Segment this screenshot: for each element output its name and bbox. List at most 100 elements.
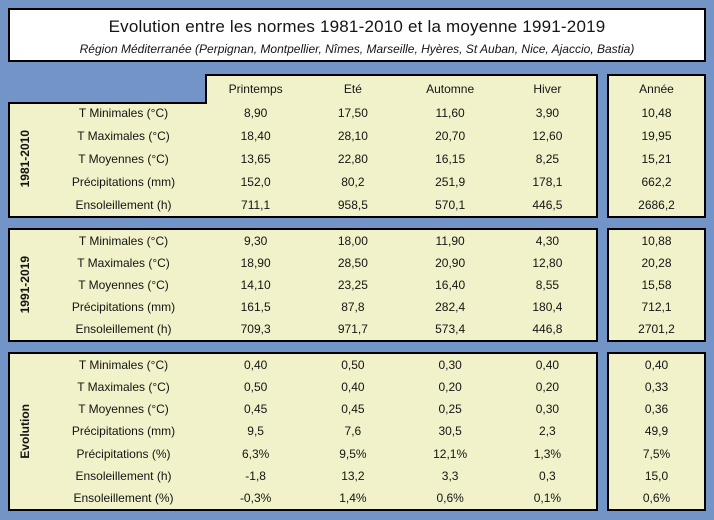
annee-value-cell: 0,36 xyxy=(644,402,669,417)
value-cell: 573,4 xyxy=(435,322,466,336)
row-label: T Maximales (°C) xyxy=(77,256,170,270)
annee-value-cell: 15,21 xyxy=(641,151,672,166)
row-label: T Maximales (°C) xyxy=(77,380,170,395)
value-cell: 709,3 xyxy=(240,322,271,336)
value-cell: 971,7 xyxy=(337,322,368,336)
value-cell: 18,40 xyxy=(240,129,271,144)
value-cell: 17,50 xyxy=(337,106,368,121)
value-cell: 0,25 xyxy=(438,402,462,417)
value-cell: 2,3 xyxy=(539,424,556,439)
value-cell: 8,90 xyxy=(243,106,268,121)
value-cell: 11,60 xyxy=(435,106,465,121)
annee-value-cell: 662,2 xyxy=(641,174,672,189)
page-title: Evolution entre les normes 1981-2010 et … xyxy=(108,17,606,36)
annee-value-cell: 49,9 xyxy=(644,424,669,439)
row-label: Précipitations (mm) xyxy=(71,300,176,314)
value-cell: 0,30 xyxy=(438,358,462,373)
value-cell: 152,0 xyxy=(240,174,271,189)
value-cell: 251,9 xyxy=(435,174,466,189)
value-cell: 3,3 xyxy=(441,468,459,483)
page-subtitle: Région Méditerranée (Perpignan, Montpell… xyxy=(79,42,635,56)
value-cell: 0,40 xyxy=(341,380,365,395)
annee-value-cell: 15,58 xyxy=(641,278,672,292)
section-rows: T Minimales (°C) 0,40 0,50 0,30 0,40 T Maxima… xyxy=(40,354,596,509)
row-label: Ensoleillement (h) xyxy=(75,468,172,483)
title-box: Evolution entre les normes 1981-2010 et … xyxy=(8,8,706,62)
row-label: T Minimales (°C) xyxy=(78,358,169,373)
row-label: T Moyennes (°C) xyxy=(78,151,169,166)
value-cell: 570,1 xyxy=(435,197,466,212)
row-label: Ensoleillement (h) xyxy=(75,322,172,336)
annee-value-cell: 0,40 xyxy=(644,358,669,373)
value-cell: 161,5 xyxy=(240,300,271,314)
value-cell: 80,2 xyxy=(341,174,365,189)
section-period-label: 1991-2019 xyxy=(10,230,40,340)
value-cell: 28,10 xyxy=(337,129,368,144)
value-cell: 9,5% xyxy=(339,446,367,461)
row-label: Précipitations (%) xyxy=(76,446,171,461)
value-cell: 12,1% xyxy=(433,446,468,461)
value-cell: 1,3% xyxy=(533,446,562,461)
value-cell: 180,4 xyxy=(532,300,563,314)
value-cell: 0,40 xyxy=(243,358,268,373)
value-cell: 13,65 xyxy=(240,151,271,166)
value-cell: 0,45 xyxy=(341,402,365,417)
season-header-cell: Printemps xyxy=(228,82,283,96)
value-cell: 13,2 xyxy=(341,468,365,483)
value-cell: 20,90 xyxy=(435,256,466,270)
value-cell: 4,30 xyxy=(535,234,560,248)
value-cell: 1,4% xyxy=(339,490,367,505)
value-cell: 6,3% xyxy=(241,446,270,461)
annee-value-cell: 19,95 xyxy=(641,129,672,144)
value-cell: 0,1% xyxy=(533,490,562,505)
value-cell: 87,8 xyxy=(341,300,365,314)
value-cell: 0,50 xyxy=(341,358,365,373)
value-cell: 14,10 xyxy=(240,278,271,292)
value-cell: 0,20 xyxy=(438,380,462,395)
annee-header-cell: Année xyxy=(639,82,674,96)
row-label: Précipitations (mm) xyxy=(71,424,176,439)
season-header-row: Printemps Eté Automne Hiver xyxy=(205,74,598,102)
value-cell: 28,50 xyxy=(337,256,368,270)
value-cell: 7,6 xyxy=(344,424,362,439)
row-label: T Moyennes (°C) xyxy=(78,402,169,417)
value-cell: 16,40 xyxy=(435,278,466,292)
section-1991-2019: 1991-2019 T Minimales (°C) 9,30 18,00 11,90 4… xyxy=(8,228,598,342)
section-rows: T Minimales (°C) 9,30 18,00 11,90 4,30 T Maxi… xyxy=(40,230,596,340)
season-header-cell: Hiver xyxy=(533,82,562,96)
value-cell: 446,8 xyxy=(532,322,563,336)
annee-block-1: 10,88 20,28 15,58 712,1 2701,2 xyxy=(607,228,706,342)
row-label: T Moyennes (°C) xyxy=(78,278,169,292)
value-cell: 16,15 xyxy=(435,151,466,166)
value-cell: 23,25 xyxy=(337,278,368,292)
section-period-label-text: 1991-2019 xyxy=(18,256,32,314)
section-rows: T Minimales (°C) 8,90 17,50 11,60 3,90 T Maxi… xyxy=(40,102,596,216)
value-cell: 30,5 xyxy=(438,424,462,439)
annee-value-cell: 712,1 xyxy=(641,300,672,314)
row-label: T Minimales (°C) xyxy=(78,234,169,248)
annee-value-cell: 2686,2 xyxy=(638,197,675,212)
value-cell: 178,1 xyxy=(532,174,563,189)
annee-value-cell: 10,48 xyxy=(641,106,672,121)
value-cell: 12,80 xyxy=(532,256,563,270)
value-cell: -0,3% xyxy=(239,490,272,505)
value-cell: 12,60 xyxy=(532,129,563,144)
value-cell: 22,80 xyxy=(337,151,368,166)
value-cell: 20,70 xyxy=(435,129,466,144)
value-cell: 18,00 xyxy=(337,234,368,248)
value-cell: -1,8 xyxy=(245,468,266,483)
section-period-label: 1981-2010 xyxy=(10,102,40,216)
value-cell: 446,5 xyxy=(532,197,563,212)
value-cell: 9,5 xyxy=(247,424,264,439)
value-cell: 0,40 xyxy=(535,358,560,373)
value-cell: 11,90 xyxy=(435,234,465,248)
section-period-label-text: 1981-2010 xyxy=(18,130,32,188)
row-label: Ensoleillement (h) xyxy=(75,197,172,212)
annee-value-cell: 10,88 xyxy=(641,234,672,248)
annee-value-cell: 7,5% xyxy=(642,446,671,461)
value-cell: 0,20 xyxy=(535,380,560,395)
value-cell: 8,55 xyxy=(535,278,560,292)
annee-value-cell: 15,0 xyxy=(644,468,669,483)
section-1981-2010: 1981-2010 T Minimales (°C) 8,90 17,50 11,60 3… xyxy=(8,102,598,218)
row-label: Précipitations (mm) xyxy=(71,174,176,189)
